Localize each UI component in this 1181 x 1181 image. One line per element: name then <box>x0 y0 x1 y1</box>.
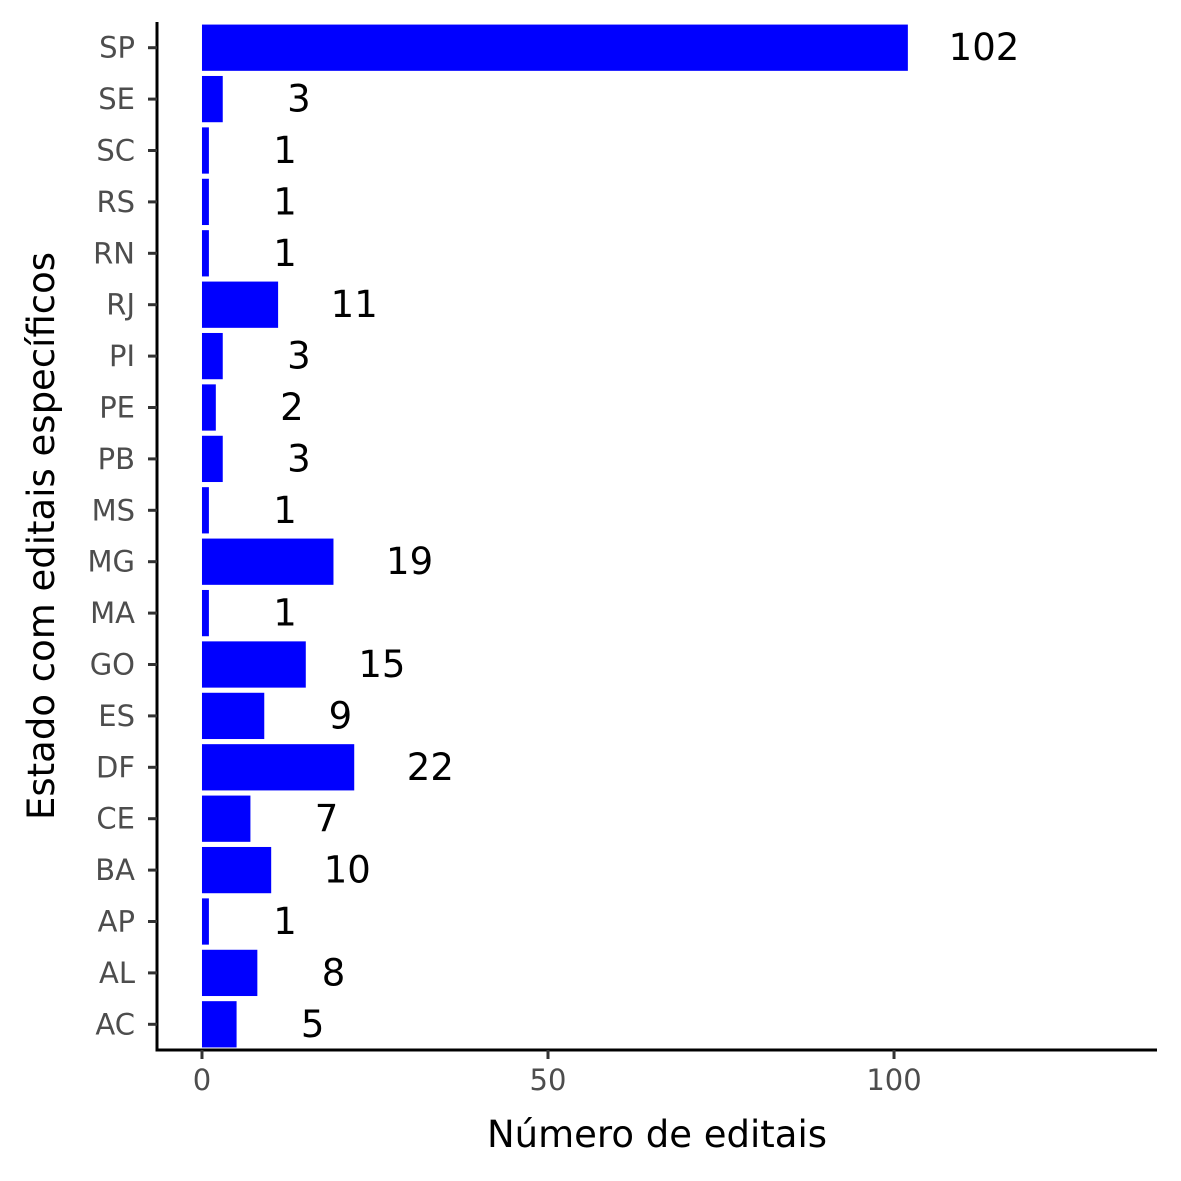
data-label-al: 8 <box>322 951 346 994</box>
bar-rn <box>201 230 209 277</box>
bar-ms <box>201 487 209 534</box>
data-label-sc: 1 <box>273 129 297 172</box>
bar-rj <box>201 281 279 328</box>
y-tick-label-pb: PB <box>98 442 135 476</box>
bar-pi <box>201 332 223 380</box>
data-label-mg: 19 <box>386 540 433 583</box>
data-label-pe: 2 <box>280 386 304 429</box>
data-label-ma: 1 <box>273 592 297 635</box>
x-tick-label: 50 <box>530 1063 567 1097</box>
y-tick-label-al: AL <box>99 956 135 990</box>
bar-go <box>201 641 306 688</box>
bar-se <box>201 75 223 123</box>
y-tick-label-mg: MG <box>88 545 136 579</box>
y-tick-label-se: SE <box>98 82 135 116</box>
y-tick-label-ap: AP <box>98 905 135 939</box>
data-label-rj: 11 <box>331 283 378 326</box>
data-label-ba: 10 <box>324 849 371 892</box>
bar-ce <box>201 795 251 842</box>
data-label-df: 22 <box>407 746 454 789</box>
data-label-rs: 1 <box>273 180 297 223</box>
data-label-ac: 5 <box>301 1003 325 1046</box>
bar-ac <box>201 1001 237 1048</box>
data-label-sp: 102 <box>949 26 1020 69</box>
bar-ap <box>201 898 209 945</box>
y-tick-label-sc: SC <box>96 134 135 168</box>
bar-sc <box>201 127 209 174</box>
bar-es <box>201 692 265 740</box>
bar-al <box>201 949 258 997</box>
y-tick-label-ac: AC <box>95 1007 135 1041</box>
y-axis-title: Estado com editais específicos <box>20 252 63 820</box>
y-tick-label-rs: RS <box>96 185 135 219</box>
x-tick-label: 0 <box>193 1063 211 1097</box>
bar-df <box>201 744 355 791</box>
y-tick-label-rn: RN <box>93 236 135 270</box>
bars-layer <box>201 24 908 1048</box>
data-label-es: 9 <box>329 694 353 737</box>
y-tick-label-sp: SP <box>99 31 135 65</box>
y-tick-label-ce: CE <box>96 802 135 836</box>
bar-pb <box>201 435 223 483</box>
y-tick-label-go: GO <box>90 648 135 682</box>
bar-pe <box>201 384 216 431</box>
y-tick-label-pe: PE <box>99 391 135 425</box>
y-tick-label-rj: RJ <box>106 288 135 322</box>
bar-mg <box>201 538 334 585</box>
data-label-ap: 1 <box>273 900 297 943</box>
data-label-go: 15 <box>358 643 405 686</box>
data-label-pb: 3 <box>287 437 311 480</box>
x-axis-title: Número de editais <box>487 1113 827 1156</box>
x-tick-label: 100 <box>866 1063 921 1097</box>
bar-sp <box>201 24 908 71</box>
bar-ba <box>201 846 272 894</box>
data-label-ce: 7 <box>315 797 339 840</box>
bar-ma <box>201 589 209 637</box>
data-label-rn: 1 <box>273 232 297 275</box>
bar-rs <box>201 178 209 226</box>
data-label-se: 3 <box>287 78 311 121</box>
y-tick-label-es: ES <box>98 699 135 733</box>
data-label-ms: 1 <box>273 489 297 532</box>
y-tick-label-df: DF <box>96 750 135 784</box>
y-axis: AC AL AP BA CE DF ES GO MA MG MS PB PE PI RJ RN RS SC SE SP <box>88 22 159 1050</box>
y-tick-label-ms: MS <box>92 493 135 527</box>
y-tick-label-ma: MA <box>90 596 135 630</box>
x-axis: 0 50 100 <box>155 1048 1157 1097</box>
y-tick-label-pi: PI <box>109 339 135 373</box>
data-label-pi: 3 <box>287 335 311 378</box>
y-tick-label-ba: BA <box>95 853 135 887</box>
